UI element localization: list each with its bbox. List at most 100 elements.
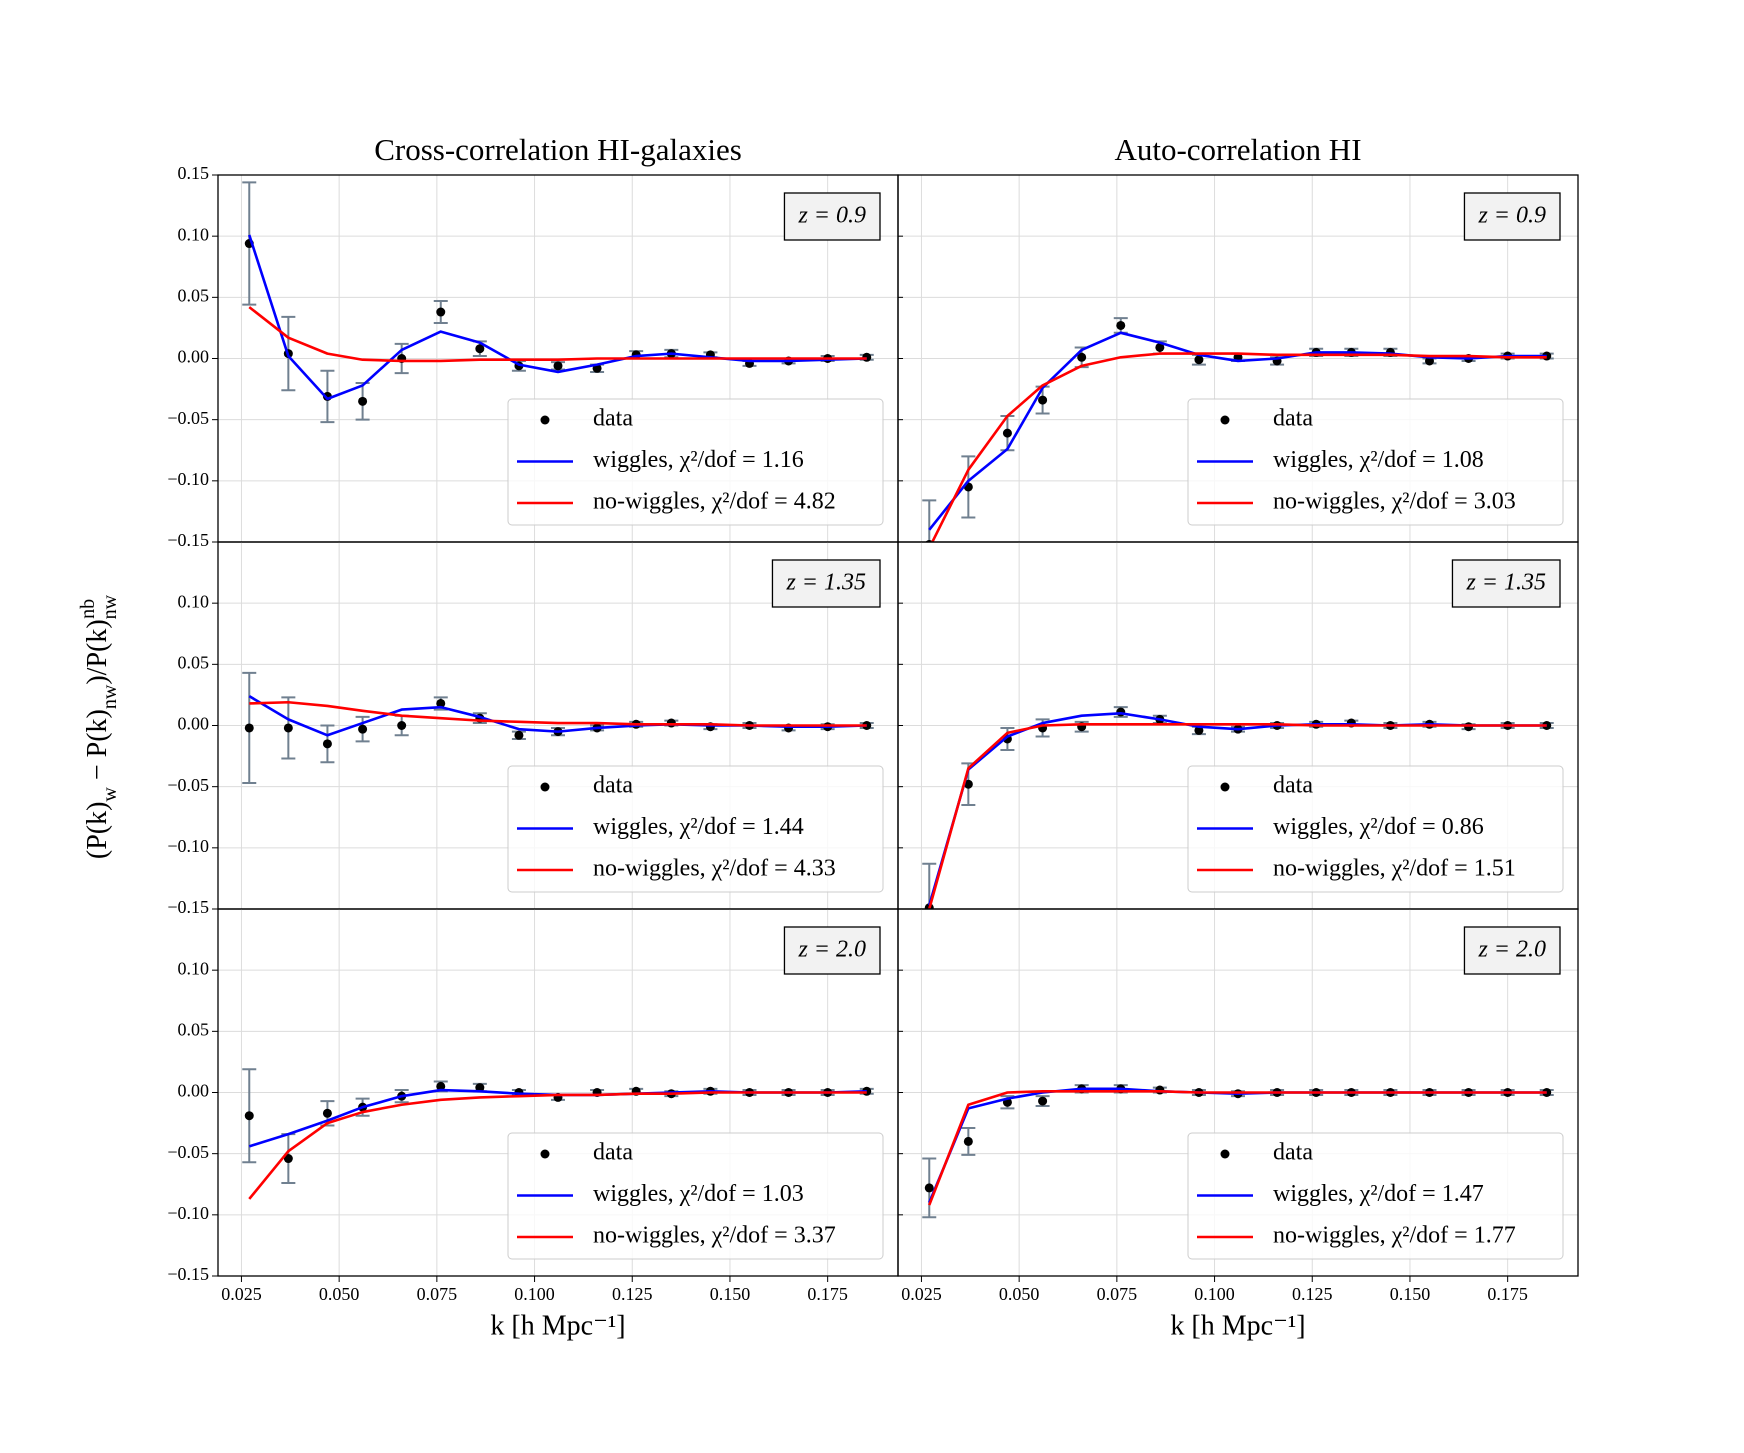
x-tick-label: 0.125 [1292,1284,1333,1304]
legend-box [1187,1132,1564,1260]
x-tick-label: 0.150 [710,1284,751,1304]
y-axis-label-part: − P(k) [82,709,113,787]
y-tick-label: 0.05 [178,1019,210,1039]
panel-label: z = 0.9 [1477,203,1546,229]
plot-area [922,706,1554,909]
legend-label: no-wiggles, χ²/dof = 4.33 [593,856,836,882]
panel-label: z = 1.35 [1465,570,1546,596]
data-point [436,307,446,317]
y-tick-label: 0.15 [178,163,210,183]
data-point [283,1154,293,1164]
legend-marker [1220,415,1230,425]
legend-label: no-wiggles, χ²/dof = 3.03 [1273,489,1516,515]
x-tick-label: 0.075 [417,1284,458,1304]
y-tick-label: 0.00 [178,714,210,734]
panel: 0.025 0.050 0.075 0.100 0.125 0.150 0.175 k [h … [897,908,1579,1341]
legend-label: data [593,1140,633,1166]
y-tick-label: 0.00 [178,347,210,367]
panel-label: z = 1.35 [785,570,866,596]
legend-label: no-wiggles, χ²/dof = 1.77 [1273,1223,1516,1249]
panel: Auto-correlation HI z = 0.9 data wiggles, χ… [897,132,1579,543]
y-tick-label: −0.15 [167,1264,209,1284]
data-point [1194,355,1204,365]
legend-box [507,398,884,526]
x-tick-label: 0.025 [901,1284,942,1304]
data-point [283,723,293,733]
panel-title: Cross-correlation HI-galaxies [374,132,742,167]
y-tick-label: −0.10 [167,469,209,489]
y-tick-label: −0.15 [167,897,209,917]
x-tick-label: 0.175 [807,1284,848,1304]
legend-label: data [1273,1140,1313,1166]
data-point [1424,356,1434,366]
panel-label: z = 2.0 [1477,937,1546,963]
x-tick-label: 0.100 [1194,1284,1235,1304]
y-tick-label: −0.05 [167,408,209,428]
label-box [783,192,881,241]
y-tick-label: −0.15 [167,530,209,550]
panel: −0.15 −0.10 −0.05 0.00 0.05 0.10 z = 1.35 data w… [167,541,899,917]
panel-label: z = 0.9 [797,203,866,229]
data-point [1038,1096,1048,1106]
line [249,700,867,727]
legend-label: no-wiggles, χ²/dof = 3.37 [593,1223,836,1249]
y-axis-label-part: nw [99,684,121,709]
legend-marker [1220,1149,1230,1159]
y-tick-label: 0.10 [178,224,210,244]
panel-label: z = 2.0 [797,937,866,963]
data-point [358,724,368,734]
legend-marker [1220,782,1230,792]
legend-box [1187,765,1564,893]
y-tick-label: 0.00 [178,1081,210,1101]
data-point [514,730,524,740]
y-tick-label: −0.05 [167,1142,209,1162]
data-point [1116,320,1126,330]
legend-label: no-wiggles, χ²/dof = 1.51 [1273,856,1516,882]
data-point [322,739,332,749]
plot-area [922,1084,1554,1219]
data-point [244,1111,254,1121]
legend-label: data [1273,406,1313,432]
legend-label: data [593,406,633,432]
plot-area [922,317,1554,542]
y-axis-label-part: nw [99,594,121,619]
line [930,352,1547,542]
x-tick-label: 0.050 [999,1284,1040,1304]
y-axis-label-part: (P(k) [82,802,113,860]
y-tick-label: 0.05 [178,652,210,672]
x-axis-label: k [h Mpc⁻¹] [490,1310,625,1341]
y-tick-label: −0.10 [167,1203,209,1223]
line [248,234,867,401]
legend-box [1187,398,1564,526]
label-box [1463,926,1561,975]
line [248,306,867,363]
y-tick-label: 0.10 [178,591,210,611]
y-axis-label: (P(k)w − P(k)nw)/P(k)nwnb [77,594,121,859]
legend-label: wiggles, χ²/dof = 0.86 [1273,814,1484,840]
data-point [397,721,407,730]
plot-area [242,671,874,784]
y-tick-label: −0.10 [167,836,209,856]
data-point [244,723,254,733]
data-point [1038,395,1048,405]
label-box [1463,192,1561,241]
x-tick-label: 0.125 [612,1284,653,1304]
legend-marker [540,1149,550,1159]
legend-label: wiggles, χ²/dof = 1.44 [593,814,804,840]
plot-area [242,1068,874,1200]
legend-marker [540,415,550,425]
legend-label: wiggles, χ²/dof = 1.47 [1273,1181,1484,1207]
y-tick-label: 0.05 [178,285,210,305]
data-point [963,1136,973,1146]
data-point [322,1108,332,1118]
data-point [475,344,485,354]
legend-label: wiggles, χ²/dof = 1.16 [593,447,804,473]
data-point [1002,428,1012,438]
data-point [475,1083,485,1093]
x-tick-label: 0.175 [1487,1284,1528,1304]
data-point [358,396,368,406]
label-box [771,559,881,608]
legend-box [507,1132,884,1260]
line [928,722,1547,909]
data-point [553,361,563,371]
